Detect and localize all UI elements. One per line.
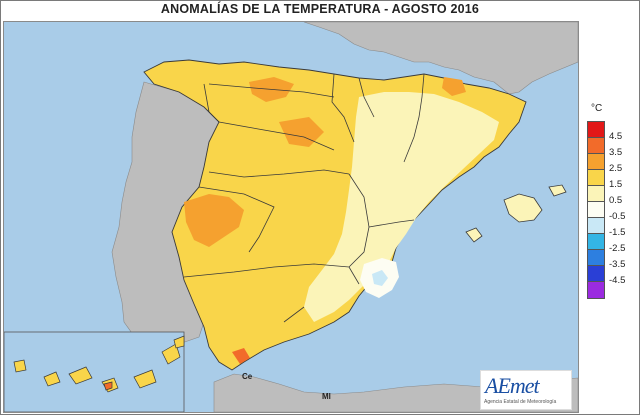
legend-swatch: [588, 202, 604, 218]
ceuta-label: Ce: [242, 372, 253, 381]
warm-anomaly-patch-3: [279, 117, 324, 147]
legend-swatch: [588, 218, 604, 234]
france-land: [303, 22, 578, 95]
legend-swatch: [588, 250, 604, 266]
aemet-logo-name: AEmet: [485, 373, 540, 398]
warm-anomaly-patch-1: [184, 194, 244, 247]
legend-swatch: [588, 154, 604, 170]
legend-swatch: [588, 138, 604, 154]
warm-anomaly-patch-5: [232, 348, 250, 364]
legend-label: 2.5: [609, 163, 623, 174]
melilla-label: Ml: [322, 392, 331, 401]
menorca: [548, 184, 567, 197]
legend-swatch: [588, 266, 604, 282]
pale-anomaly-east: [304, 92, 499, 322]
legend-color-bar: [587, 121, 605, 299]
anomaly-map: [4, 22, 578, 412]
legend-swatch: [588, 282, 604, 298]
legend-swatch: [588, 234, 604, 250]
legend-label: 3.5: [609, 147, 623, 158]
cool-anomaly-patch: [372, 270, 388, 286]
aemet-logo: AEmet Agencia Estatal de Meteorología: [480, 370, 572, 410]
legend-label: 1.5: [609, 179, 623, 190]
legend-label: -3.5: [609, 259, 626, 270]
region-borders: [183, 73, 425, 323]
legend: °C 4.5 3.5 2.5 1.5 0.5 -0.5 -1.5 -2.5 -3.5 -4.5: [583, 103, 638, 343]
legend-swatch: [588, 186, 604, 202]
map-panel: Ce Ml: [3, 21, 579, 413]
legend-label: -4.5: [609, 275, 626, 286]
legend-label: 0.5: [609, 195, 623, 206]
canary-inset-box: [4, 331, 185, 412]
legend-label: 4.5: [609, 131, 623, 142]
legend-label: -2.5: [609, 243, 626, 254]
warm-anomaly-patch-4: [442, 77, 466, 96]
legend-label: -1.5: [609, 227, 626, 238]
map-title: ANOMALÍAS DE LA TEMPERATURA - AGOSTO 201…: [160, 2, 480, 16]
legend-label: -0.5: [609, 211, 626, 222]
mallorca: [503, 193, 543, 223]
legend-swatch: [588, 170, 604, 186]
legend-unit: °C: [591, 103, 603, 114]
aemet-logo-subtitle: Agencia Estatal de Meteorología: [484, 399, 557, 405]
legend-swatch: [588, 122, 604, 138]
ibiza: [465, 227, 483, 243]
canary-islands: [13, 335, 185, 393]
